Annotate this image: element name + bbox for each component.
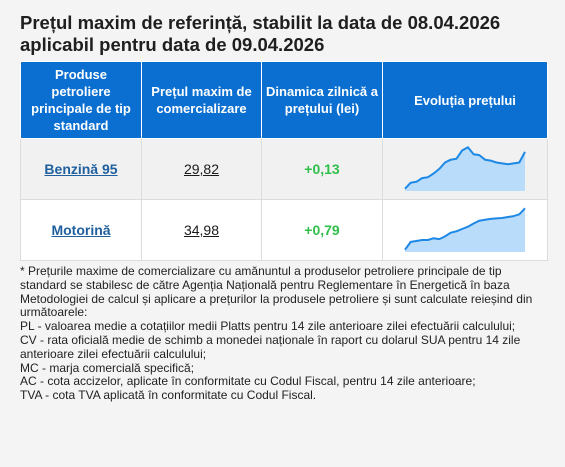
price-link-motorina[interactable]: 34,98	[183, 222, 220, 238]
daily-change-value: +0,79	[304, 222, 340, 238]
note-intro: * Prețurile maxime de comercializare cu …	[20, 264, 533, 320]
note-mc: MC - marja comercială specifică;	[20, 360, 195, 375]
sparkline-line	[404, 207, 526, 251]
price-link-benzina-95[interactable]: 29,82	[183, 161, 220, 177]
note-tva: TVA - cota TVA aplicată în conformitate …	[20, 388, 317, 403]
header-price-evolution: Evoluția prețului	[382, 61, 548, 139]
price-trend-sparkline	[404, 146, 526, 191]
note-ac: AC - cota accizelor, aplicate în conform…	[20, 374, 476, 389]
page-title: Prețul maxim de referință, stabilit la d…	[20, 12, 501, 55]
fuel-price-table: Produse petroliere principale de tip sta…	[20, 61, 548, 261]
product-link-benzina-95[interactable]: Benzină 95	[44, 161, 118, 177]
header-daily-change: Dinamica zilnică a prețului (lei)	[261, 61, 383, 139]
sparkline-area	[405, 208, 525, 252]
note-cv: CV - rata oficială medie de schimb a mon…	[20, 332, 521, 361]
product-link-motorina[interactable]: Motorină	[51, 222, 111, 238]
table-row: Motorină 34,98 +0,79	[20, 199, 548, 261]
sparkline-area	[405, 147, 525, 191]
daily-change-value: +0,13	[304, 161, 340, 177]
table-row: Benzină 95 29,82 +0,13	[20, 138, 548, 200]
sparkline-line	[404, 146, 526, 190]
note-pl: PL - valoarea medie a cotațiilor medii P…	[20, 319, 516, 334]
header-product: Produse petroliere principale de tip sta…	[20, 61, 142, 139]
header-max-price: Prețul maxim de comercializare	[141, 61, 262, 139]
price-trend-sparkline	[404, 207, 526, 252]
methodology-notes: * Prețurile maxime de comercializare cu …	[20, 264, 550, 403]
